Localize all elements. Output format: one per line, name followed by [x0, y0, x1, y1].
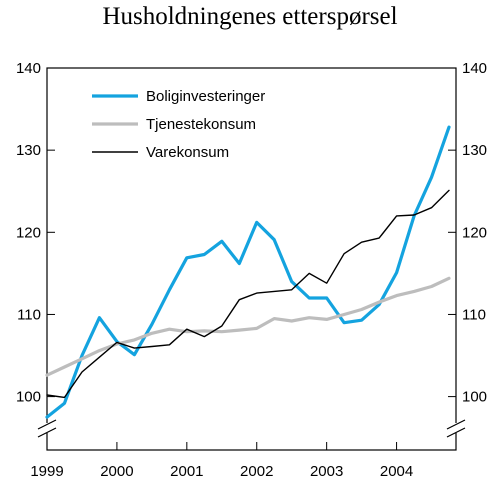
x-tick-label: 1999 — [30, 463, 63, 480]
y-tick-label-right: 130 — [462, 142, 487, 159]
series-group — [45, 125, 451, 419]
x-tick-label: 2001 — [170, 463, 203, 480]
y-tick-label-right: 100 — [462, 389, 487, 406]
y-tick-label-left: 110 — [17, 306, 41, 323]
series-line-boliginvesteringer — [45, 125, 451, 419]
y-tick-label-right: 110 — [462, 306, 486, 323]
axis-breaks — [37, 419, 466, 438]
legend-label: Tjenestekonsum — [146, 116, 256, 133]
legend-label: Varekonsum — [146, 144, 229, 161]
x-tick-label: 2003 — [310, 463, 343, 480]
plot-frame — [46, 67, 457, 451]
axis-break-mark — [37, 419, 57, 430]
legend: Boliginvesteringer Tjenestekonsum Varekons… — [92, 88, 265, 161]
legend-label: Boliginvesteringer — [146, 88, 265, 105]
axis-break-mark — [446, 427, 466, 438]
axis-break-mark — [37, 427, 57, 438]
y-tick-label-right: 120 — [462, 224, 487, 241]
axis-ticks: 100 100 110 110 120 120 130 130 140 140 1999 2000 20… — [16, 60, 487, 480]
x-tick-label: 2002 — [240, 463, 273, 480]
y-tick-label-left: 120 — [16, 224, 41, 241]
y-tick-label-left: 140 — [16, 60, 41, 77]
x-tick-label: 2004 — [380, 463, 413, 480]
series-line-varekonsum — [46, 189, 450, 399]
axis-break-gap — [38, 423, 56, 433]
chart-title: Husholdningenes etterspørsel — [102, 3, 397, 30]
axis-break-gap — [447, 423, 465, 433]
y-tick-label-left: 130 — [16, 142, 41, 159]
y-tick-label-right: 140 — [462, 60, 487, 77]
axis-break-mark — [446, 419, 466, 430]
x-tick-label: 2000 — [100, 463, 133, 480]
y-tick-label-left: 100 — [16, 389, 41, 406]
